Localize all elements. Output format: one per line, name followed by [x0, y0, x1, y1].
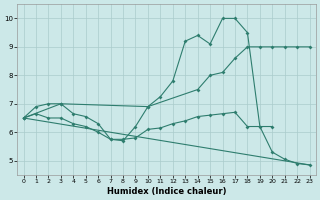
X-axis label: Humidex (Indice chaleur): Humidex (Indice chaleur)	[107, 187, 226, 196]
